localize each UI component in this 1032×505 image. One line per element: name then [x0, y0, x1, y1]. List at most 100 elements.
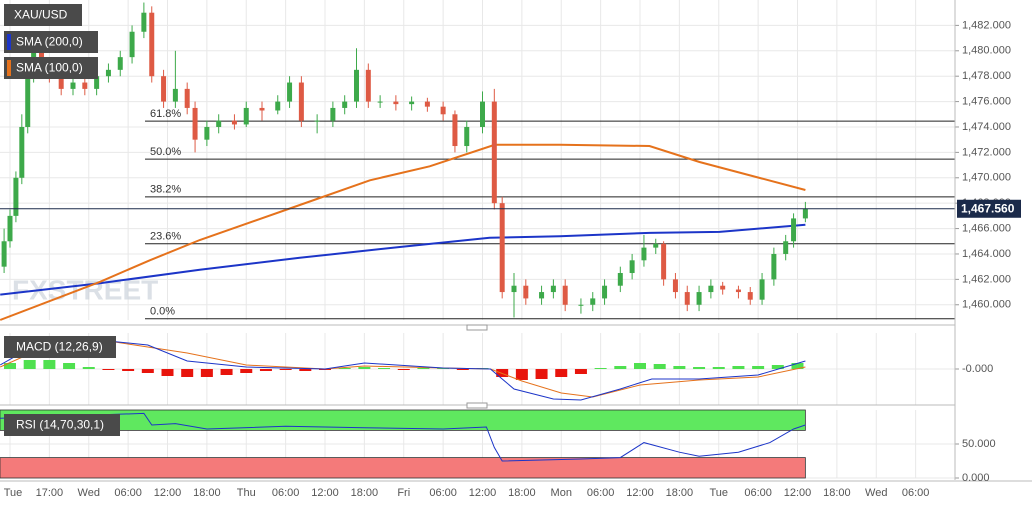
histogram-bar	[259, 369, 272, 371]
candle-body	[216, 120, 222, 127]
histogram-bar	[634, 363, 647, 369]
y-tick-label: 1,482.000	[962, 19, 1011, 31]
legend-box	[4, 31, 98, 53]
histogram-bar	[200, 369, 213, 377]
x-tick-label: 12:00	[469, 487, 497, 499]
candle-body	[19, 126, 25, 178]
x-tick-label: 18:00	[666, 487, 694, 499]
histogram-bar	[43, 360, 56, 369]
candle-body	[735, 289, 741, 293]
histogram-bar	[535, 369, 548, 379]
histogram-bar	[456, 369, 469, 370]
candle-body	[354, 69, 360, 102]
candle-body	[13, 177, 19, 216]
candle-body	[708, 285, 714, 293]
candle-body	[499, 203, 505, 293]
panel-resize-handle[interactable]	[466, 324, 488, 331]
candle-body	[771, 253, 777, 280]
candle-body	[105, 69, 111, 77]
candle-body	[141, 12, 147, 32]
rsi-band	[0, 457, 806, 479]
indicator-title: RSI (14,70,30,1)	[16, 418, 104, 432]
legend-label: SMA (200,0)	[16, 35, 83, 49]
panel-resize-handle[interactable]	[466, 402, 488, 409]
histogram-bar	[161, 369, 174, 376]
x-tick-label: Fri	[397, 487, 410, 499]
candle-body	[696, 292, 702, 305]
histogram-bar	[63, 363, 76, 369]
y-tick-label: 1,470.000	[962, 172, 1011, 184]
candle-body	[7, 215, 13, 242]
y-tick-label: 1,474.000	[962, 121, 1011, 133]
indicator-line	[0, 412, 806, 462]
legend-label: SMA (100,0)	[16, 61, 83, 75]
indicator-line	[0, 336, 806, 401]
fibonacci-label: 38.2%	[150, 184, 181, 196]
histogram-bar	[673, 366, 686, 369]
candle-body	[204, 126, 210, 140]
histogram-bar	[23, 360, 36, 369]
x-tick-label: Tue	[4, 487, 23, 499]
x-tick-label: 12:00	[311, 487, 339, 499]
legend-box	[4, 336, 116, 358]
candle-body	[578, 304, 584, 306]
legend-swatch	[7, 60, 11, 76]
candle-body	[298, 82, 304, 121]
candle-body	[452, 114, 458, 147]
candle-body	[539, 292, 545, 299]
histogram-bar	[515, 369, 528, 380]
candle-body	[25, 76, 31, 127]
x-tick-label: 06:00	[902, 487, 930, 499]
x-tick-label: 06:00	[272, 487, 300, 499]
candle-body	[550, 285, 556, 293]
histogram-bar	[771, 365, 784, 369]
candle-body	[342, 101, 348, 108]
candle-body	[192, 107, 198, 140]
candle-body	[424, 101, 430, 107]
x-tick-label: 18:00	[193, 487, 221, 499]
fibonacci-label: 0.0%	[150, 306, 175, 318]
x-tick-label: 12:00	[784, 487, 812, 499]
candle-body	[330, 107, 336, 121]
legend: XAU/USD SMA (200,0) SMA (100,0) MACD (12…	[4, 4, 120, 436]
candle-body	[590, 298, 596, 305]
candle-body	[172, 88, 178, 102]
candle-body	[629, 260, 635, 274]
legend-box	[4, 57, 98, 79]
fibonacci-label: 23.6%	[150, 231, 181, 243]
plot-layer: 61.8% 50.0% 38.2% 23.6% 0.0%	[0, 2, 955, 479]
candle-body	[149, 12, 155, 77]
rsi-band	[0, 409, 806, 431]
candle-body	[184, 88, 190, 108]
histogram-bar	[614, 366, 627, 369]
histogram-bar	[4, 363, 17, 369]
y-tick-label: 1,472.000	[962, 146, 1011, 158]
histogram-bar	[279, 369, 292, 370]
candle-body	[464, 126, 470, 147]
candle-body	[783, 241, 789, 254]
candle-body	[440, 106, 446, 115]
x-tick-label: 17:00	[36, 487, 64, 499]
candle-body	[602, 285, 608, 299]
legend-title: XAU/USD	[14, 8, 68, 22]
x-tick-label: 06:00	[587, 487, 615, 499]
candle-body	[259, 107, 265, 111]
histogram-bar	[594, 368, 607, 369]
candle-body	[480, 101, 486, 127]
candle-body	[661, 243, 667, 280]
indicator-line	[0, 143, 806, 321]
candle-body	[393, 101, 399, 105]
last-price-label: 1,467.560	[961, 201, 1015, 215]
histogram-bar	[102, 369, 115, 370]
x-tick-label: 18:00	[508, 487, 536, 499]
candle-body	[791, 218, 797, 242]
y-tick-label: 1,464.000	[962, 248, 1011, 260]
last-price-box	[957, 199, 1021, 218]
y-tick-label: 1,462.000	[962, 273, 1011, 285]
candle-body	[1, 241, 7, 267]
y-tick-label: 0.000	[962, 472, 990, 484]
x-tick-label: 12:00	[154, 487, 182, 499]
histogram-bar	[240, 369, 253, 373]
candle-body	[275, 101, 281, 111]
